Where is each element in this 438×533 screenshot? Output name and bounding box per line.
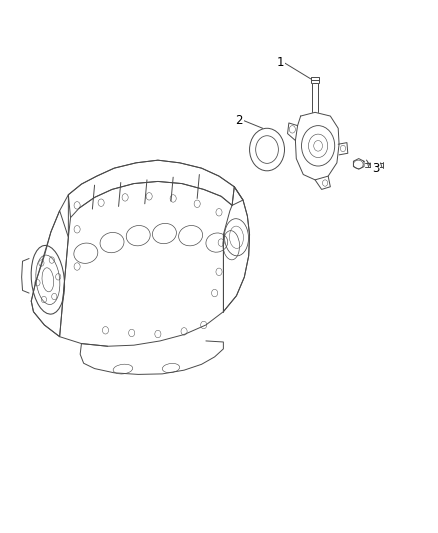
Text: 2: 2 xyxy=(236,114,243,127)
Text: 3: 3 xyxy=(372,161,379,175)
Text: 1: 1 xyxy=(277,56,285,69)
